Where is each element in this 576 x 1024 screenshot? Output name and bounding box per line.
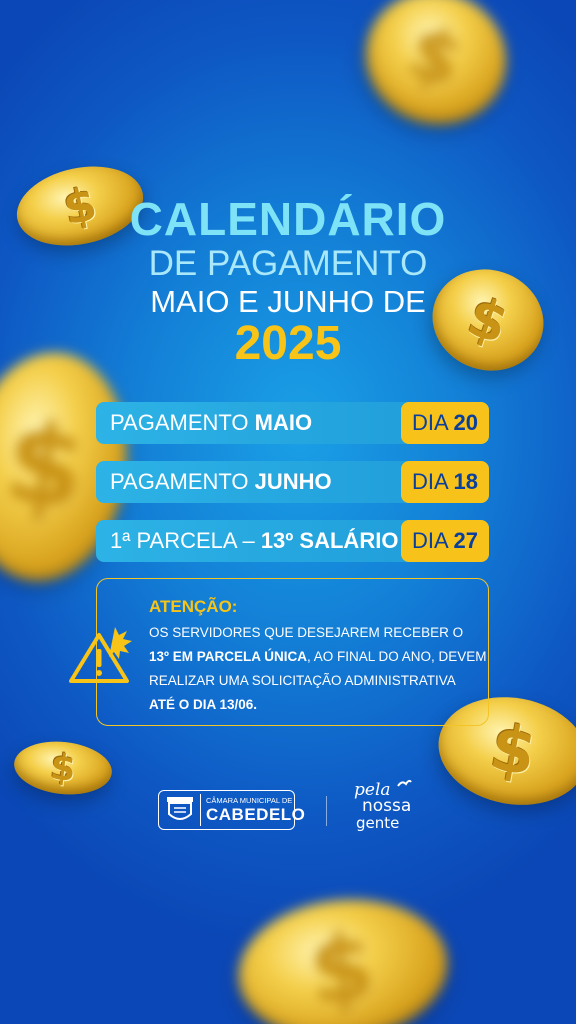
payment-label: PAGAMENTO MAIO (110, 410, 313, 435)
payment-row-maio: PAGAMENTO MAIO DIA 20 (96, 402, 489, 444)
slogan-word-2: nossa (362, 796, 412, 816)
page-title: CALENDÁRIO (129, 193, 447, 245)
attention-heading: ATENÇÃO: (149, 597, 238, 616)
coin-icon: $ (11, 737, 115, 799)
footer-divider (326, 796, 327, 826)
payment-row-13-salario: 1ª PARCELA – 13º SALÁRIO DIA 27 (96, 520, 489, 562)
payment-label: PAGAMENTO JUNHO (110, 469, 332, 494)
attention-line-4: ATÉ O DIA 13/06. (149, 697, 258, 712)
payment-day-badge: DIA 18 (401, 461, 489, 503)
payment-row-junho: PAGAMENTO JUNHO DIA 18 (96, 461, 489, 503)
attention-line-3: REALIZAR UMA SOLICITAÇÃO ADMINISTRATIVA (149, 673, 456, 688)
org-name-small: CÂMARA MUNICIPAL DE (206, 796, 293, 805)
attention-box: ATENÇÃO: OS SERVIDORES QUE DESEJAREM REC… (69, 578, 489, 726)
org-name: CABEDELO (206, 805, 306, 824)
slogan-word-1: pela (354, 780, 391, 800)
coat-of-arms-icon (167, 797, 193, 820)
year-text: 2025 (234, 317, 342, 370)
payment-day-badge: DIA 27 (401, 520, 489, 562)
coin-icon: $ (346, 0, 526, 145)
payment-day-badge: DIA 20 (401, 402, 489, 444)
warning-icon (69, 627, 132, 683)
slogan-logo: pela nossa gente (352, 778, 432, 834)
coin-icon: $ (231, 889, 455, 1024)
attention-line-2: 13º EM PARCELA ÚNICA, AO FINAL DO ANO, D… (149, 649, 487, 664)
period-text: MAIO E JUNHO DE (150, 284, 426, 319)
camara-cabedelo-logo: CÂMARA MUNICIPAL DE CABEDELO (158, 790, 305, 830)
payment-label: 1ª PARCELA – 13º SALÁRIO (110, 528, 399, 553)
attention-line-1: OS SERVIDORES QUE DESEJAREM RECEBER O (149, 625, 464, 640)
heart-swoosh-icon (397, 779, 412, 787)
slogan-word-3: gente (356, 814, 400, 832)
page-subtitle: DE PAGAMENTO (148, 244, 428, 283)
